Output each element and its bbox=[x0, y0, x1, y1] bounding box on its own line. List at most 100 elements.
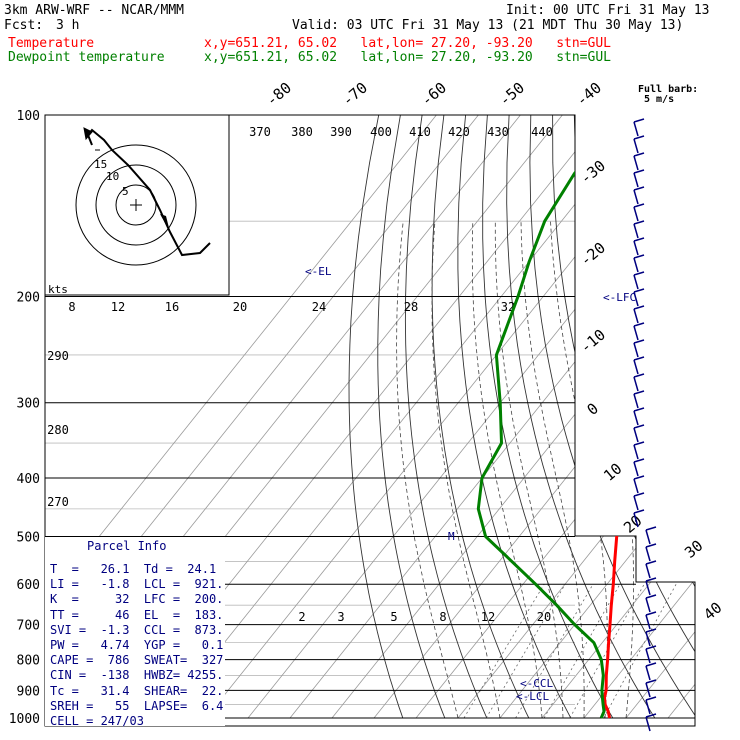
wind-barb bbox=[633, 410, 639, 426]
parcel-info-row: CELL = 247/03 bbox=[50, 714, 144, 729]
isotherm bbox=[45, 115, 437, 719]
dry-adiabat bbox=[682, 115, 695, 719]
isotherm-label: 40 bbox=[700, 598, 725, 623]
theta-label: 440 bbox=[531, 125, 553, 139]
mixing-ratio-label: 16 bbox=[165, 300, 179, 314]
wind-barb-flag bbox=[633, 288, 645, 293]
parcel-info-row: K = 32 LFC = 200. bbox=[50, 592, 224, 607]
wind-barb-flag bbox=[633, 339, 645, 344]
theta-label: 390 bbox=[330, 125, 352, 139]
wind-barb-flag bbox=[633, 237, 645, 242]
wind-barb-flag bbox=[633, 407, 645, 412]
pressure-tick-label: 100 bbox=[17, 109, 40, 124]
mixing-ratio-line bbox=[543, 584, 621, 719]
isotherm bbox=[583, 115, 695, 719]
dry-adiabat bbox=[660, 115, 695, 719]
isotherm bbox=[247, 115, 695, 719]
isotherm-label: -20 bbox=[577, 239, 609, 270]
theta-label-left: 290 bbox=[47, 349, 69, 363]
temperature-location: x,y=651.21, 65.02 lat,lon= 27.20, -93.20… bbox=[204, 36, 611, 51]
isotherm bbox=[331, 115, 695, 719]
theta-label-left: 270 bbox=[47, 495, 69, 509]
dry-adiabat bbox=[552, 115, 695, 719]
isotherm bbox=[289, 115, 695, 719]
wind-barb bbox=[645, 597, 651, 613]
mixing-ratio-label: 5 bbox=[390, 610, 397, 624]
dry-adiabat bbox=[573, 115, 695, 719]
mixing-ratio-label: 8 bbox=[439, 610, 446, 624]
wind-barb-flag bbox=[633, 220, 645, 225]
wind-barb bbox=[645, 716, 651, 732]
dry-adiabat bbox=[639, 115, 695, 719]
wind-barb bbox=[645, 631, 651, 647]
isotherm-label: 0 bbox=[584, 399, 602, 419]
theta-label-left: 280 bbox=[47, 423, 69, 437]
wind-barb-flag bbox=[645, 645, 657, 650]
mixing-ratio-line bbox=[515, 583, 594, 719]
parcel-info-rows: T = 26.1 Td = 24.1 LI = -1.8 LCL = 921. K … bbox=[50, 562, 223, 729]
mixing-ratio-line bbox=[463, 583, 545, 719]
hodograph-ring bbox=[95, 164, 177, 246]
wind-barb-flag bbox=[633, 254, 645, 259]
wind-barb-flag bbox=[645, 560, 657, 565]
wind-barb bbox=[633, 427, 639, 443]
pressure-tick-label: 600 bbox=[17, 578, 40, 593]
mixing-ratio-label: 20 bbox=[537, 610, 551, 624]
wind-barb bbox=[633, 223, 639, 239]
mixing-ratio-label: 2 bbox=[298, 610, 305, 624]
pressure-tick-label: 700 bbox=[17, 619, 40, 634]
isotherm bbox=[541, 115, 695, 719]
valid-time: Valid: 03 UTC Fri 31 May 13 (21 MDT Thu … bbox=[292, 18, 684, 33]
wind-barb-flag bbox=[645, 594, 657, 599]
wind-barb bbox=[633, 495, 639, 511]
wind-barb bbox=[645, 563, 651, 579]
wind-barb bbox=[633, 376, 639, 392]
wind-barb-flag bbox=[645, 543, 657, 548]
wind-barb-flag bbox=[645, 526, 657, 531]
wind-barb bbox=[633, 342, 639, 358]
pressure-tick-label: 400 bbox=[17, 472, 40, 487]
wind-barb bbox=[633, 189, 639, 205]
wind-barb bbox=[645, 546, 651, 562]
wind-barb bbox=[633, 325, 639, 341]
level-annotation: <-EL bbox=[305, 265, 332, 278]
dry-adiabat bbox=[529, 115, 695, 719]
mixing-ratio-label: 12 bbox=[481, 610, 495, 624]
wind-barb bbox=[645, 614, 651, 630]
dry-adiabat bbox=[404, 115, 488, 719]
mixing-ratio-label: 28 bbox=[404, 300, 418, 314]
moist-adiabat bbox=[494, 221, 564, 719]
mixing-ratio-label: 3 bbox=[337, 610, 344, 624]
isotherm-label: -30 bbox=[577, 157, 609, 188]
full-barb-label: Full barb: bbox=[638, 84, 699, 95]
mixing-ratio-label: 24 bbox=[312, 300, 326, 314]
dry-adiabat bbox=[377, 115, 446, 719]
wind-barb-flag bbox=[633, 322, 645, 327]
wind-barb bbox=[645, 648, 651, 664]
wind-barb bbox=[633, 155, 639, 171]
hodograph-ring bbox=[115, 184, 157, 226]
parcel-info-row: PW = 4.74 YGP = 0.1 bbox=[50, 638, 224, 653]
wind-barb bbox=[633, 240, 639, 256]
dry-adiabat bbox=[727, 115, 740, 718]
wind-barb bbox=[633, 393, 639, 409]
wind-barb-flag bbox=[633, 152, 645, 157]
dry-adiabat bbox=[457, 115, 572, 719]
isotherm bbox=[373, 115, 695, 719]
hodograph-arrow bbox=[160, 214, 170, 232]
wind-barb-flag bbox=[633, 305, 645, 310]
moist-adiabat bbox=[396, 221, 459, 719]
pressure-tick-label: 900 bbox=[17, 684, 40, 699]
wind-barb bbox=[645, 682, 651, 698]
parcel-marker: M bbox=[448, 530, 455, 543]
parcel-info-row: LI = -1.8 LCL = 921. bbox=[50, 577, 224, 592]
isotherm-label: 10 bbox=[600, 459, 625, 484]
hodograph-ring-label: 15 bbox=[94, 158, 107, 171]
wind-barb-flag bbox=[633, 271, 645, 276]
wind-barb-flag bbox=[633, 475, 645, 480]
level-annotation: <-LCL bbox=[516, 690, 549, 703]
init-time: Init: 00 UTC Fri 31 May 13 bbox=[506, 3, 710, 18]
wind-barb-flag bbox=[633, 203, 645, 208]
isotherm-label: -40 bbox=[573, 79, 605, 110]
